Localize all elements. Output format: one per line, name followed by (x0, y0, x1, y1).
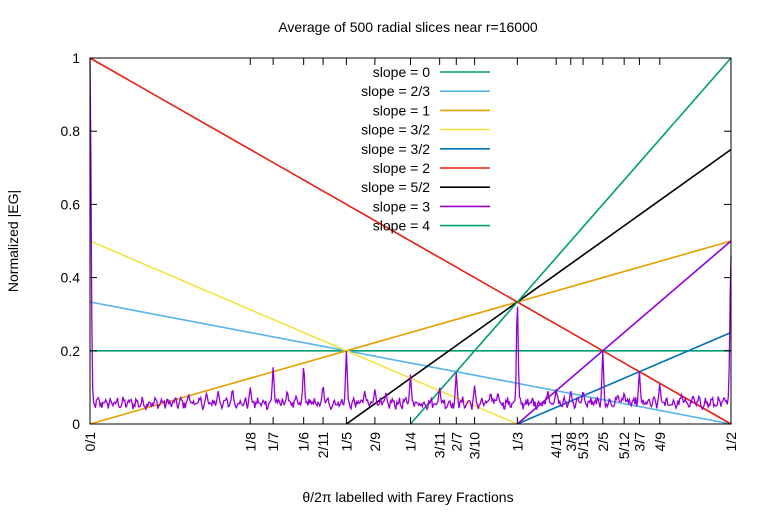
series-line-3 (89, 240, 732, 425)
legend-label: slope = 5/2 (361, 179, 430, 195)
y-tick-label: 0.6 (61, 196, 81, 212)
series-line-9 (409, 57, 732, 425)
x-axis-label: θ/2π labelled with Farey Fractions (302, 489, 513, 505)
legend-label: slope = 3/2 (361, 122, 430, 138)
x-tick-label: 1/6 (296, 432, 312, 452)
x-tick-label: 1/3 (509, 432, 525, 452)
x-tick-label: 1/8 (242, 432, 258, 452)
x-tick-label: 3/11 (432, 432, 448, 458)
ticks: 0 0.2 0.4 0.6 0.8 1 0/1 1/8 1/7 1/6 2/11 1/5 2/9 1/4 3… (61, 50, 739, 459)
y-tick-label: 0.8 (61, 123, 81, 139)
legend-label: slope = 1 (373, 102, 430, 118)
legend-label: slope = 3 (373, 198, 430, 214)
data-curve-line (89, 57, 732, 412)
legend-label: slope = 2/3 (361, 83, 430, 99)
series-line-5 (516, 331, 732, 425)
legend-label: slope = 4 (373, 218, 430, 234)
series-line-8 (516, 240, 732, 425)
y-tick-label: 0.4 (61, 270, 81, 286)
series-line-4 (89, 240, 518, 425)
x-tick-label: 1/5 (338, 432, 354, 452)
x-tick-label: 4/9 (652, 432, 668, 452)
y-tick-label: 1 (72, 50, 80, 66)
x-tick-label: 1/7 (265, 432, 281, 452)
series-line-2 (89, 301, 732, 425)
x-tick-label: 1/2 (723, 432, 739, 452)
legend-label: slope = 0 (373, 64, 430, 80)
x-tick-label: 0/1 (82, 432, 98, 452)
series-line-6 (89, 57, 732, 425)
legend-label: slope = 2 (373, 160, 430, 176)
x-tick-label: 2/5 (595, 432, 611, 452)
x-tick-label: 2/11 (315, 432, 331, 458)
x-tick-label: 2/7 (448, 432, 464, 452)
x-tick-label: 3/8 (563, 432, 579, 452)
x-tick-label: 3/7 (631, 432, 647, 452)
data-curve (89, 57, 732, 412)
y-axis-label: Normalized |EG| (5, 190, 21, 292)
x-tick-label: 5/12 (616, 432, 632, 459)
x-tick-label: 3/10 (467, 432, 483, 459)
chart-title: Average of 500 radial slices near r=1600… (278, 19, 538, 35)
y-tick-label: 0.2 (61, 343, 81, 359)
y-tick-label: 0 (72, 416, 80, 432)
x-tick-label: 5/13 (575, 432, 591, 459)
legend-label: slope = 3/2 (361, 141, 430, 157)
x-tick-label: 2/9 (367, 432, 383, 452)
legend: slope = 0 slope = 2/3 slope = 1 slope = 3/2… (361, 64, 490, 234)
x-tick-label: 1/4 (403, 432, 419, 452)
x-tick-label: 4/11 (548, 432, 564, 458)
